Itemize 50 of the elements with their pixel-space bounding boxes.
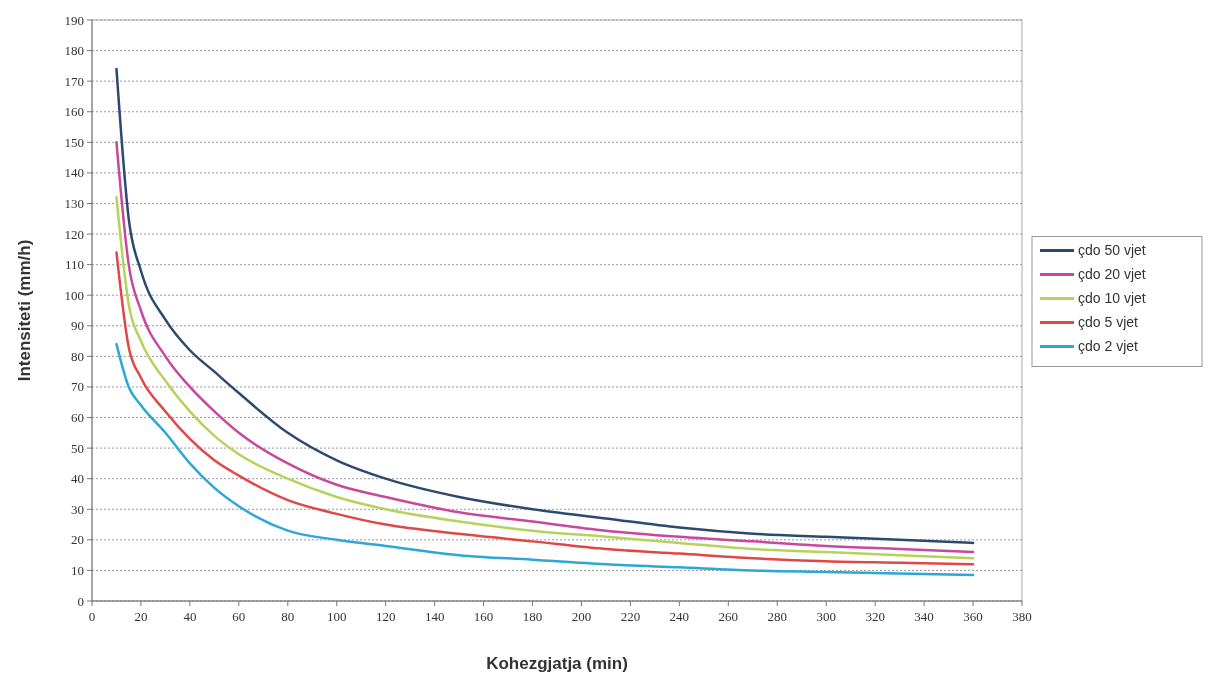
x-tick-label: 180 bbox=[522, 609, 543, 624]
x-tick-label: 80 bbox=[281, 609, 295, 624]
x-tick-label: 260 bbox=[718, 609, 739, 624]
y-tick-label: 40 bbox=[71, 471, 84, 487]
y-tick-label: 100 bbox=[64, 287, 84, 303]
x-tick-label: 100 bbox=[326, 609, 347, 624]
y-tick-label: 10 bbox=[71, 562, 84, 578]
x-tick-label: 360 bbox=[963, 609, 983, 624]
y-tick-label: 90 bbox=[71, 318, 84, 334]
x-tick-label: 40 bbox=[183, 609, 197, 624]
y-tick-label: 70 bbox=[71, 379, 84, 395]
y-tick-label: 50 bbox=[71, 440, 84, 456]
y-tick-label: 120 bbox=[64, 226, 84, 242]
x-tick-label: 280 bbox=[767, 609, 788, 624]
x-axis-title: Kohezgjatja (min) bbox=[486, 654, 628, 673]
y-tick-label: 130 bbox=[64, 196, 84, 212]
y-tick-label: 180 bbox=[64, 43, 84, 59]
x-tick-label: 220 bbox=[620, 609, 641, 624]
line-series bbox=[115, 251, 975, 566]
y-tick-label: 160 bbox=[64, 104, 84, 120]
y-tick-label: 150 bbox=[64, 134, 84, 150]
x-tick-label: 0 bbox=[88, 609, 96, 624]
x-tick-label: 60 bbox=[232, 609, 246, 624]
y-tick-label: 60 bbox=[71, 410, 84, 426]
legend-label: çdo 50 vjet bbox=[1078, 242, 1146, 259]
line-series bbox=[115, 67, 975, 545]
y-tick-label: 20 bbox=[71, 532, 84, 548]
y-tick-label: 170 bbox=[64, 73, 84, 89]
x-tick-label: 200 bbox=[571, 609, 592, 624]
x-tick-label: 160 bbox=[473, 609, 494, 624]
x-tick-label: 320 bbox=[865, 609, 885, 624]
legend-label: çdo 10 vjet bbox=[1078, 290, 1146, 307]
x-tick-label: 380 bbox=[1012, 609, 1032, 624]
x-tick-label: 140 bbox=[424, 609, 445, 624]
legend-label: çdo 2 vjet bbox=[1078, 338, 1139, 355]
x-tick-label: 300 bbox=[816, 609, 836, 624]
y-tick-label: 30 bbox=[71, 501, 84, 517]
y-tick-label: 140 bbox=[64, 165, 84, 181]
y-tick-label: 0 bbox=[77, 593, 84, 609]
legend-label: çdo 5 vjet bbox=[1078, 314, 1139, 331]
y-axis-title: Intensiteti (mm/h) bbox=[15, 239, 34, 382]
y-tick-label: 110 bbox=[64, 257, 84, 273]
x-tick-label: 120 bbox=[375, 609, 396, 624]
x-tick-label: 240 bbox=[669, 609, 690, 624]
x-tick-label: 20 bbox=[134, 609, 148, 624]
y-tick-label: 190 bbox=[64, 12, 84, 28]
line-series bbox=[115, 342, 975, 577]
x-tick-label: 340 bbox=[914, 609, 934, 624]
y-tick-label: 80 bbox=[71, 348, 84, 364]
legend-label: çdo 20 vjet bbox=[1078, 266, 1146, 283]
